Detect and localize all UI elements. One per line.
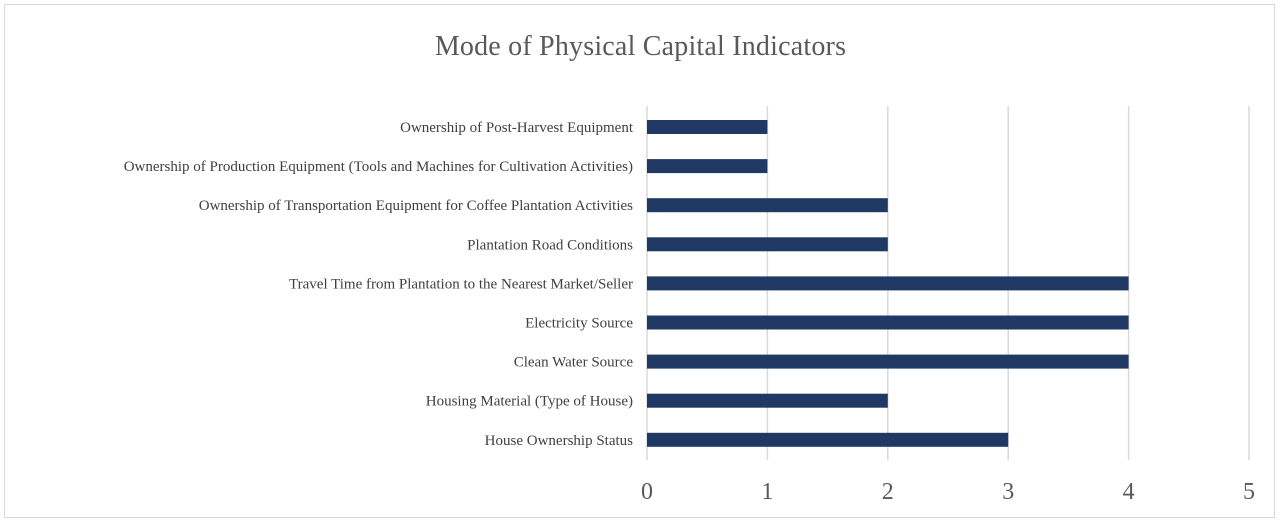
x-tick-label: 0 xyxy=(641,479,653,505)
bar xyxy=(647,432,1009,447)
bar xyxy=(647,198,888,213)
bar xyxy=(647,159,768,174)
category-label: Ownership of Production Equipment (Tools… xyxy=(124,159,633,175)
category-label: Ownership of Transportation Equipment fo… xyxy=(199,198,633,214)
category-label: Housing Material (Type of House) xyxy=(426,394,633,410)
x-tick-label: 3 xyxy=(1002,479,1014,505)
x-tick-label: 4 xyxy=(1123,479,1135,505)
x-tick-label: 2 xyxy=(882,479,894,505)
category-labels: Ownership of Post-Harvest Equipment Owner… xyxy=(124,120,634,449)
bar-chart: Ownership of Post-Harvest Equipment Owner… xyxy=(124,106,1255,505)
bar xyxy=(647,354,1129,369)
category-label: Travel Time from Plantation to the Neare… xyxy=(289,276,633,292)
bar xyxy=(647,276,1129,291)
category-label: Electricity Source xyxy=(525,316,633,332)
x-tick-label: 5 xyxy=(1243,479,1255,505)
category-label: House Ownership Status xyxy=(485,433,633,449)
category-label: Plantation Road Conditions xyxy=(467,237,633,253)
chart-frame: Mode of Physical Capital Indicators Owne… xyxy=(4,4,1275,518)
category-label: Ownership of Post-Harvest Equipment xyxy=(400,120,634,136)
bar xyxy=(647,315,1129,330)
x-tick-labels: 0 1 2 3 4 5 xyxy=(641,479,1255,505)
x-tick-label: 1 xyxy=(761,479,773,505)
bar xyxy=(647,237,888,252)
bars xyxy=(647,120,1129,447)
bar xyxy=(647,120,768,134)
category-label: Clean Water Source xyxy=(514,355,634,371)
chart-title: Mode of Physical Capital Indicators xyxy=(434,31,847,62)
bar xyxy=(647,393,888,408)
